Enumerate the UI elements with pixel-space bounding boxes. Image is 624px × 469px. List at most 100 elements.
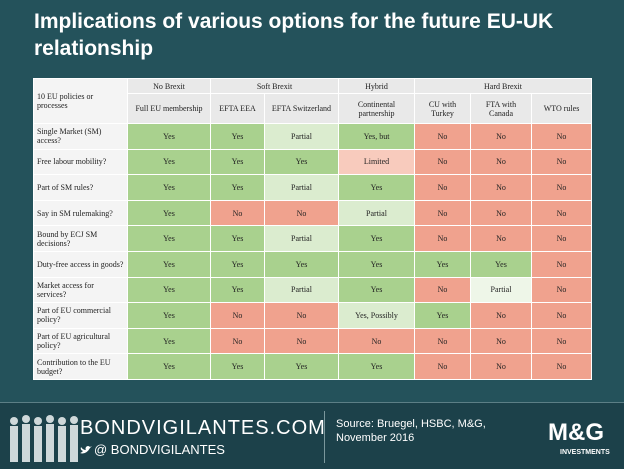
cell: Yes — [127, 174, 211, 201]
cell: No — [531, 353, 592, 380]
cell: Yes — [414, 250, 471, 278]
cell: Yes — [210, 225, 265, 252]
logo-subtitle: INVESTMENTS — [560, 449, 610, 456]
column-header: Full EU membership — [127, 93, 211, 124]
column-header: FTA with Canada — [470, 93, 532, 124]
table-row: Part of EU agricultural policy? Yes No No No… — [33, 327, 592, 355]
cell: Partial — [470, 276, 532, 304]
footer: BONDVIGILANTES.COM @ BONDVIGILANTES Sour… — [0, 402, 624, 469]
cell: No — [264, 302, 339, 329]
table-row: Say in SM rulemaking? Yes No No Partial No No N… — [33, 199, 592, 227]
people-icon — [10, 415, 78, 462]
cell: Yes — [338, 174, 415, 201]
twitter-handle: @ BONDVIGILANTES — [94, 442, 225, 457]
table-row: Part of SM rules? Yes Yes Partial Yes No No No — [33, 174, 592, 201]
cell: No — [414, 353, 471, 380]
group-header: Hard Brexit — [414, 78, 592, 94]
row-label: Free labour mobility? — [33, 148, 128, 176]
row-label: Duty-free access in goods? — [33, 250, 128, 278]
cell: No — [210, 302, 265, 329]
cell: No — [264, 199, 339, 227]
row-label: Bound by ECJ SM decisions? — [33, 225, 128, 252]
cell: No — [531, 302, 592, 329]
cell: Partial — [264, 276, 339, 304]
cell: No — [470, 199, 532, 227]
cell: Yes, but — [338, 123, 415, 150]
cell: No — [531, 250, 592, 278]
cell: Yes — [264, 148, 339, 176]
cell: Yes — [210, 123, 265, 150]
cell: Yes — [127, 327, 211, 355]
cell: Yes — [210, 148, 265, 176]
row-label: Part of EU commercial policy? — [33, 302, 128, 329]
cell: Yes — [127, 225, 211, 252]
row-label: Say in SM rulemaking? — [33, 199, 128, 227]
row-label: Contribution to the EU budget? — [33, 353, 128, 380]
corner-header: 10 EU policies or processes — [33, 78, 128, 124]
cell: Partial — [264, 225, 339, 252]
cell: No — [414, 148, 471, 176]
cell: No — [531, 148, 592, 176]
site-url: BONDVIGILANTES.COM — [80, 417, 326, 439]
column-header: WTO rules — [531, 93, 592, 124]
cell: Yes — [264, 353, 339, 380]
cell: Yes — [127, 199, 211, 227]
source-note: Source: Bruegel, HSBC, M&G, November 201… — [336, 418, 486, 444]
cell: Yes — [210, 276, 265, 304]
cell: Limited — [338, 148, 415, 176]
cell: No — [470, 353, 532, 380]
table-row: Market access for services? Yes Yes Partial… — [33, 276, 592, 304]
cell: Yes, Possibly — [338, 302, 415, 329]
cell: Yes — [470, 250, 532, 278]
comparison-table: 10 EU policies or processes No Brexit So… — [33, 78, 592, 380]
column-header: EFTA Switzerland — [264, 93, 339, 124]
cell: Yes — [127, 276, 211, 304]
row-label: Market access for services? — [33, 276, 128, 304]
cell: Yes — [338, 225, 415, 252]
cell: No — [414, 276, 471, 304]
cell: Partial — [264, 174, 339, 201]
cell: No — [531, 327, 592, 355]
column-header: EFTA EEA — [210, 93, 265, 124]
cell: Yes — [338, 250, 415, 278]
cell: Yes — [127, 123, 211, 150]
column-header: CU with Turkey — [414, 93, 471, 124]
cell: No — [414, 199, 471, 227]
slide-title: Implications of various options for the … — [34, 10, 554, 60]
column-header: Continental partnership — [338, 93, 415, 124]
cell: Yes — [210, 250, 265, 278]
cell: Yes — [210, 174, 265, 201]
divider — [324, 411, 325, 463]
logo: M&G — [548, 419, 604, 446]
cell: No — [531, 174, 592, 201]
table-row: Bound by ECJ SM decisions? Yes Yes Partial Y… — [33, 225, 592, 252]
group-header: No Brexit — [127, 78, 211, 94]
cell: No — [531, 123, 592, 150]
cell: No — [210, 199, 265, 227]
table-row: Free labour mobility? Yes Yes Yes Limited No N… — [33, 148, 592, 176]
cell: No — [470, 225, 532, 252]
cell: No — [470, 148, 532, 176]
row-label: Single Market (SM) access? — [33, 123, 128, 150]
cell: No — [210, 327, 265, 355]
cell: No — [470, 174, 532, 201]
cell: Yes — [127, 148, 211, 176]
cell: No — [531, 225, 592, 252]
table-row: Contribution to the EU budget? Yes Yes Yes Y… — [33, 353, 592, 380]
row-label: Part of SM rules? — [33, 174, 128, 201]
cell: No — [264, 327, 339, 355]
cell: No — [414, 327, 471, 355]
cell: No — [531, 199, 592, 227]
cell: No — [470, 302, 532, 329]
twitter-icon — [80, 446, 92, 454]
cell: Yes — [127, 302, 211, 329]
cell: No — [414, 174, 471, 201]
cell: Yes — [414, 302, 471, 329]
cell: No — [531, 276, 592, 304]
cell: No — [470, 327, 532, 355]
cell: No — [470, 123, 532, 150]
cell: Partial — [264, 123, 339, 150]
cell: Yes — [210, 353, 265, 380]
table-row: Duty-free access in goods? Yes Yes Yes Yes Ye… — [33, 250, 592, 278]
